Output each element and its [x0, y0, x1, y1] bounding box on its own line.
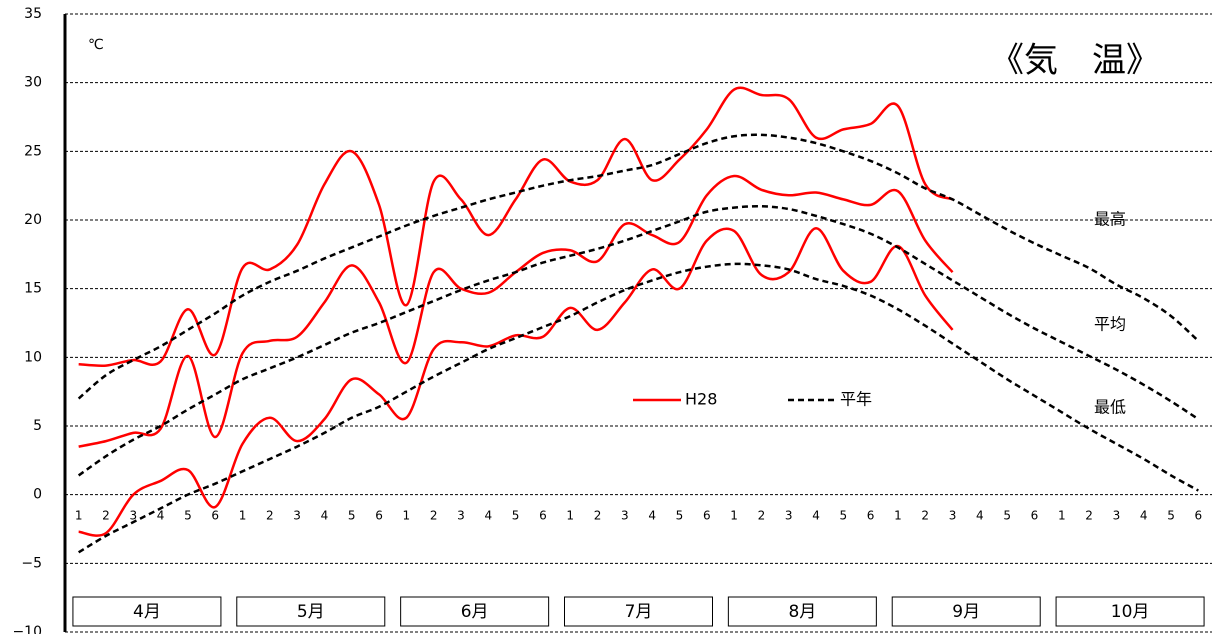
x-tick-label: 6 [1031, 509, 1039, 523]
x-tick-label: 1 [1058, 509, 1066, 523]
y-tick-label: 0 [33, 487, 42, 503]
month-box [1055, 596, 1205, 627]
x-tick-label: 5 [676, 509, 684, 523]
month-label: 10月 [1111, 602, 1150, 622]
month-box [727, 596, 877, 627]
x-tick-label: 3 [457, 509, 465, 523]
legend-label: 平年 [840, 390, 872, 409]
x-tick-label: 3 [785, 509, 793, 523]
x-tick-label: 1 [403, 509, 411, 523]
x-tick-label: 5 [348, 509, 356, 523]
x-tick-label: 5 [840, 509, 848, 523]
x-tick-label: 4 [157, 509, 165, 523]
x-tick-label: 1 [239, 509, 247, 523]
month-box [72, 596, 222, 627]
x-tick-label: 3 [1113, 509, 1121, 523]
x-tick-label: 4 [812, 509, 820, 523]
series-line [78, 174, 954, 448]
x-tick-label: 6 [867, 509, 875, 523]
x-tick-label: 5 [1167, 509, 1175, 523]
x-tick-label: 3 [129, 509, 137, 523]
x-tick-label: 2 [430, 509, 438, 523]
annotation: 最高 [1094, 210, 1126, 229]
x-tick-label: 1 [75, 509, 83, 523]
y-tick-label: 35 [24, 6, 42, 22]
x-tick-label: 3 [621, 509, 629, 523]
series-line [78, 86, 954, 367]
x-tick-label: 5 [512, 509, 520, 523]
month-box [400, 596, 550, 627]
x-tick-label: 3 [293, 509, 301, 523]
y-tick-label: 25 [24, 143, 42, 159]
x-tick-label: 4 [976, 509, 984, 523]
month-label: 6月 [461, 602, 489, 622]
x-tick-label: 2 [1085, 509, 1093, 523]
x-tick-label: 2 [921, 509, 929, 523]
x-tick-label: 5 [184, 509, 192, 523]
month-box [891, 596, 1041, 627]
month-label: 9月 [952, 602, 980, 622]
x-tick-label: 1 [730, 509, 738, 523]
x-tick-label: 4 [321, 509, 329, 523]
y-tick-label: 20 [24, 212, 42, 228]
x-tick-label: 6 [703, 509, 711, 523]
y-tick-label: 30 [24, 75, 42, 91]
month-box [564, 596, 713, 627]
y-tick-label: 15 [24, 281, 42, 297]
month-label: 8月 [788, 602, 816, 622]
chart-title: 《気 温》 [990, 41, 1160, 81]
annotation: 平均 [1094, 315, 1126, 334]
x-tick-label: 6 [375, 509, 383, 523]
x-tick-label: 6 [211, 509, 219, 523]
series-line [78, 262, 1199, 554]
x-tick-label: 1 [894, 509, 902, 523]
x-tick-label: 6 [539, 509, 547, 523]
month-label: 5月 [297, 602, 325, 622]
x-tick-label: 3 [949, 509, 957, 523]
y-tick-label: −10 [12, 624, 42, 634]
y-tick-label: −5 [21, 555, 42, 571]
annotation: 最低 [1094, 398, 1126, 417]
unit-label: ℃ [88, 37, 104, 53]
month-label: 4月 [133, 602, 161, 622]
month-box [236, 596, 386, 627]
y-tick-label: 5 [33, 418, 42, 434]
x-tick-label: 4 [648, 509, 656, 523]
x-tick-label: 2 [758, 509, 766, 523]
x-tick-label: 5 [1003, 509, 1011, 523]
y-tick-label: 10 [24, 349, 42, 365]
x-tick-label: 2 [266, 509, 274, 523]
series-line [77, 204, 1200, 477]
x-tick-label: 4 [1140, 509, 1148, 523]
series-line [77, 133, 1200, 400]
legend-label: H28 [685, 390, 717, 409]
series-line [78, 226, 954, 537]
x-tick-label: 2 [594, 509, 602, 523]
x-tick-label: 4 [484, 509, 492, 523]
x-tick-label: 6 [1195, 509, 1203, 523]
month-label: 7月 [625, 602, 653, 622]
x-tick-label: 2 [102, 509, 110, 523]
x-tick-label: 1 [566, 509, 574, 523]
